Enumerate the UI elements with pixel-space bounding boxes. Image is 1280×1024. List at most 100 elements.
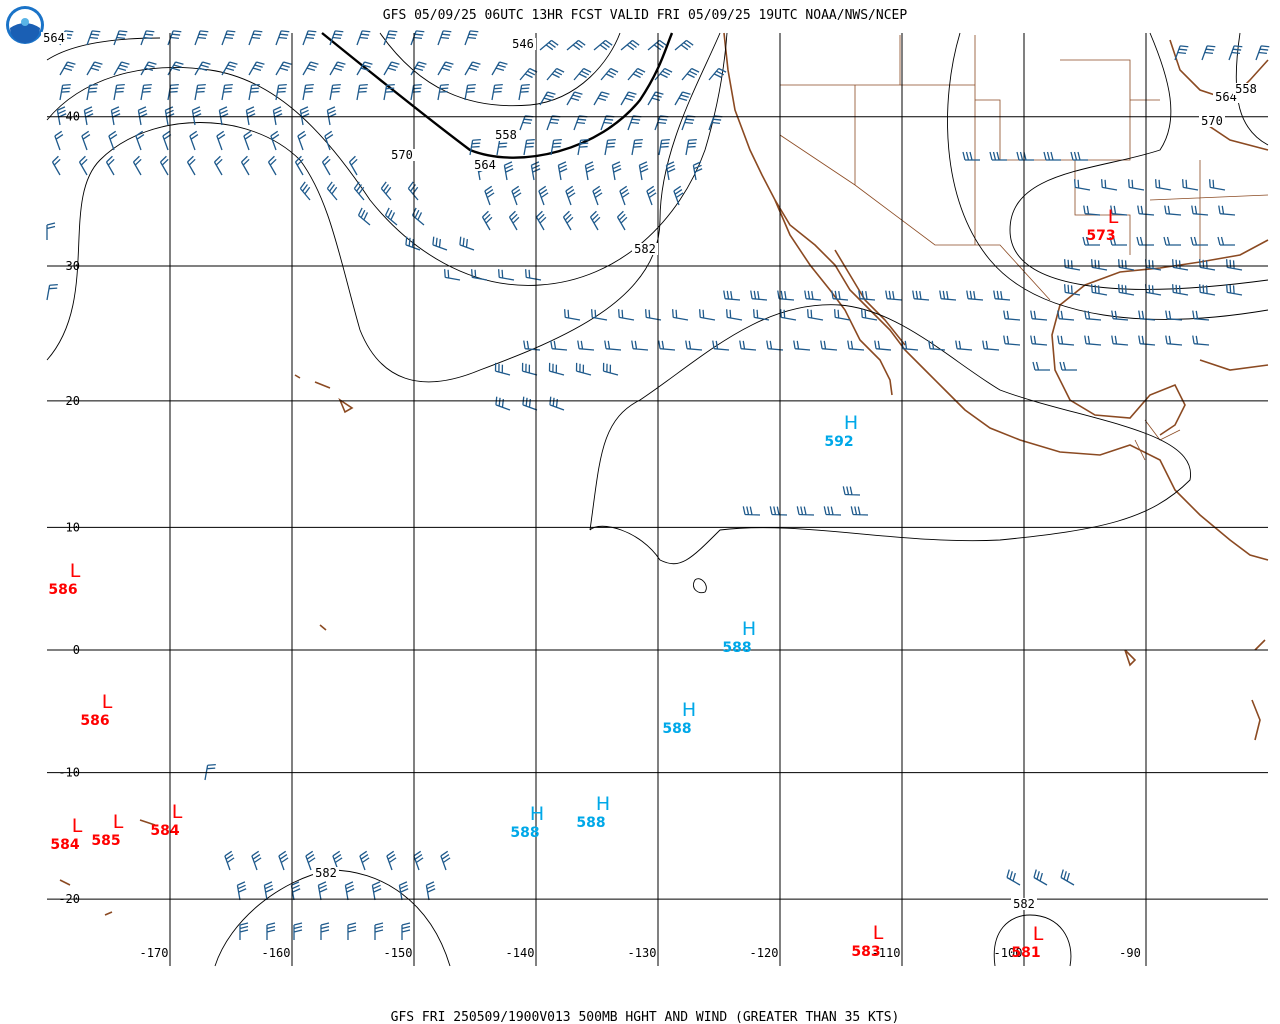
contour-label-bg: [1213, 91, 1239, 103]
wind-barb: [294, 155, 304, 176]
longitude-label: -120: [750, 946, 779, 960]
contour-label: 582: [315, 866, 337, 880]
wind-barb: [302, 83, 314, 101]
wind-barb: [546, 67, 565, 81]
wind-barb: [329, 83, 341, 101]
wind-barb: [290, 881, 301, 901]
wind-barb: [858, 290, 876, 301]
wind-barb: [503, 161, 514, 181]
latitude-label: 40: [66, 110, 80, 124]
wind-barb: [982, 340, 1000, 351]
wind-barb: [383, 30, 398, 46]
center-value: 573: [1086, 228, 1115, 244]
wind-barb: [511, 185, 522, 206]
wind-barb: [842, 486, 861, 496]
wind-barb: [243, 130, 253, 151]
wind-barb: [1118, 284, 1135, 296]
wind-barb: [83, 106, 94, 126]
wind-barb: [523, 340, 541, 351]
wind-barb: [573, 67, 592, 81]
wind-barb: [297, 130, 307, 151]
wind-barb: [494, 362, 511, 376]
wind-barb: [410, 61, 427, 76]
center-letter: L: [72, 815, 83, 837]
wind-barb: [796, 506, 815, 516]
wind-barb: [742, 506, 761, 516]
wind-barb: [54, 130, 64, 151]
wind-barb: [1155, 179, 1172, 191]
longitude-label: -140: [506, 946, 535, 960]
wind-barb: [347, 922, 357, 940]
center-letter: L: [102, 691, 113, 713]
wind-barb: [140, 30, 155, 46]
wind-barb: [194, 30, 209, 46]
wind-barb: [398, 881, 409, 901]
wind-barb: [113, 83, 125, 101]
wind-barb: [692, 161, 703, 181]
wind-barb: [1003, 335, 1021, 346]
wind-barb: [113, 30, 128, 46]
wind-barb: [674, 39, 694, 51]
wind-barb: [1192, 335, 1210, 346]
wind-barb: [1201, 45, 1216, 61]
wind-barb: [167, 61, 184, 76]
wind-barb: [1138, 310, 1156, 321]
wind-barb: [329, 61, 346, 76]
contour-label-bg: [1011, 898, 1037, 910]
wind-barb: [577, 138, 589, 156]
wind-barb: [566, 91, 583, 106]
wind-barb: [110, 106, 121, 126]
wind-barb: [1033, 869, 1048, 886]
wind-barb: [1137, 205, 1155, 216]
wind-barb: [638, 161, 649, 181]
wind-barb: [194, 83, 206, 101]
wind-barb: [820, 340, 838, 351]
wind-barb: [329, 30, 344, 46]
wind-barb: [1057, 310, 1075, 321]
wind-barb: [538, 185, 549, 206]
wind-barb: [565, 185, 576, 206]
wind-barb: [658, 138, 670, 156]
wind-barb: [245, 106, 256, 126]
wind-barb: [928, 340, 946, 351]
wind-barb: [575, 362, 592, 376]
wind-barb: [1111, 310, 1129, 321]
center-value: 588: [576, 815, 605, 831]
wind-barb: [78, 155, 88, 176]
wind-barb: [356, 30, 371, 46]
contour-label-bg: [41, 32, 67, 44]
wind-barb: [654, 67, 673, 81]
wind-barb: [140, 83, 152, 101]
latitude-label: -10: [58, 766, 80, 780]
wind-barb: [739, 340, 757, 351]
wind-barb: [874, 340, 892, 351]
wind-barb: [1043, 151, 1061, 161]
wind-barb: [410, 83, 422, 101]
wind-barb: [1199, 284, 1216, 296]
wind-barb: [1111, 335, 1129, 346]
wind-barb: [132, 155, 142, 176]
wind-barb: [440, 850, 451, 871]
wind-barb: [823, 506, 842, 516]
wind-barb: [56, 106, 67, 126]
wind-barb: [725, 309, 743, 321]
wind-barb: [137, 106, 148, 126]
wind-barb: [221, 61, 238, 76]
wind-barb: [885, 290, 903, 301]
center-value: 592: [824, 434, 853, 450]
wind-barb: [86, 30, 101, 46]
wind-barb: [1059, 361, 1077, 371]
wind-barb: [966, 290, 984, 301]
wind-barb: [1082, 236, 1100, 246]
wind-barb: [443, 269, 461, 281]
wind-barb: [1032, 361, 1050, 371]
contour-label: 546: [512, 37, 534, 51]
wind-barb: [356, 61, 373, 76]
wind-barb: [593, 91, 610, 106]
contour-label: 582: [634, 242, 656, 256]
wind-barb: [248, 30, 263, 46]
wind-barb: [617, 309, 635, 321]
center-value: 588: [662, 721, 691, 737]
wind-barb: [993, 290, 1011, 301]
wind-barb: [221, 30, 236, 46]
